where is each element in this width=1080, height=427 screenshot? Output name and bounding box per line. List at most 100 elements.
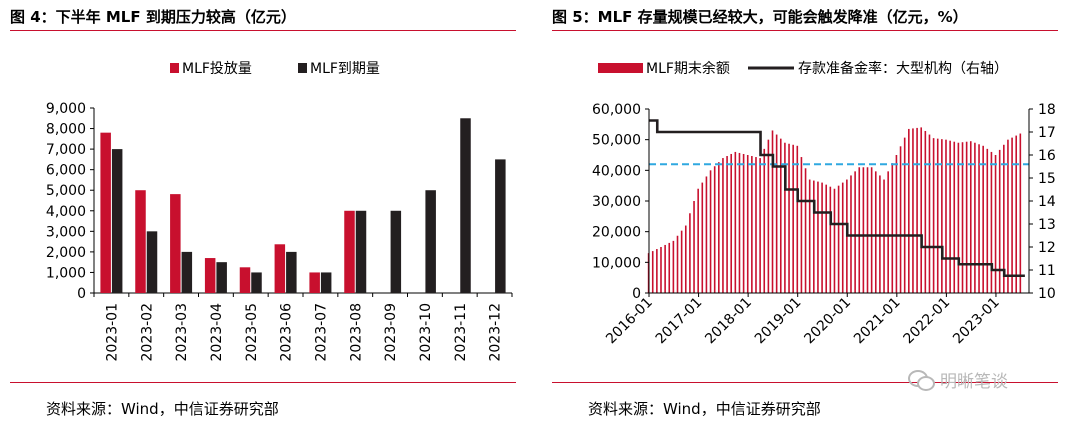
bar-mlf-maturity — [286, 251, 297, 293]
bar-mlf-balance — [651, 251, 654, 293]
bar-mlf-balance — [755, 157, 757, 293]
bar-mlf-balance — [746, 155, 749, 293]
bar-mlf-balance — [684, 225, 687, 293]
bar-mlf-balance — [924, 130, 927, 293]
x-tick-label: 2023-01 — [950, 295, 1003, 348]
x-tick-label: 2016-01 — [603, 295, 656, 348]
bar-mlf-balance — [722, 158, 724, 293]
bar-mlf-balance — [792, 144, 794, 293]
left-y-tick-label: 50,000 — [592, 133, 641, 149]
y-tick-label: 5,000 — [46, 183, 86, 199]
bar-mlf-balance — [978, 144, 980, 293]
mlf-balance-rrr-chart: MLF期末余额 存款准备金率：大型机构（右轴） 0 10,000 20,000 30,00… — [592, 60, 1056, 348]
bar-mlf-balance — [763, 148, 766, 293]
bar-mlf-balance — [862, 167, 865, 293]
x-tick-label: 2023-05 — [244, 303, 260, 362]
left-y-tick-label: 20,000 — [592, 225, 641, 241]
bar-mlf-maturity — [251, 272, 262, 293]
left-y-tick-label: 0 — [632, 286, 641, 302]
bar-mlf-balance — [680, 230, 683, 293]
bar-mlf-balance — [1003, 144, 1005, 293]
bar-mlf-issuance — [239, 267, 251, 293]
bar-mlf-balance — [899, 146, 902, 293]
bar-mlf-balance — [833, 188, 836, 293]
x-tick-label: 2023-02 — [139, 303, 155, 362]
bar-mlf-balance — [676, 235, 679, 293]
bar-mlf-balance — [668, 242, 671, 293]
bar-mlf-issuance — [135, 190, 146, 293]
legend-label-1: MLF投放量 — [182, 61, 252, 77]
bar-mlf-issuance — [100, 132, 111, 293]
left-chart-title: 图 4：下半年 MLF 到期压力较高（亿元） — [10, 8, 296, 26]
bar-mlf-balance — [854, 171, 856, 293]
right-y-tick-label: 18 — [1038, 102, 1056, 118]
x-tick-label: 2023-11 — [453, 303, 469, 362]
bar-mlf-balance — [908, 128, 910, 293]
x-tick-label: 2023-06 — [279, 303, 295, 362]
bar-mlf-balance — [957, 142, 960, 293]
x-tick-label: 2023-03 — [174, 303, 190, 362]
right-y-tick-label: 17 — [1038, 125, 1056, 141]
x-tick-label: 2022-01 — [901, 295, 954, 348]
right-y-tick-label: 14 — [1038, 194, 1056, 210]
x-tick-label: 2023-01 — [104, 303, 120, 362]
bar-mlf-balance — [813, 180, 815, 293]
bar-mlf-balance — [866, 167, 869, 293]
bar-mlf-balance — [841, 182, 844, 293]
bar-mlf-balance — [895, 155, 898, 293]
bar-mlf-balance — [870, 167, 873, 293]
left-source-note: 资料来源：Wind，中信证券研究部 — [46, 400, 279, 418]
bar-mlf-balance — [1007, 139, 1009, 293]
right-y-tick-label: 11 — [1038, 263, 1056, 279]
legend-swatch-1 — [170, 63, 179, 73]
x-tick-label: 2023-07 — [313, 303, 329, 362]
bar-mlf-balance — [817, 181, 819, 293]
left-y-tick-label: 30,000 — [592, 194, 641, 210]
bar-mlf-balance — [701, 182, 704, 293]
bar-mlf-maturity — [425, 190, 436, 293]
x-tick-label: 2021-01 — [851, 295, 904, 348]
bar-mlf-balance — [932, 138, 935, 293]
bar-mlf-balance — [874, 171, 877, 293]
right-y-tick-label: 10 — [1038, 286, 1056, 302]
bar-mlf-balance — [961, 142, 964, 293]
bar-mlf-balance — [718, 162, 720, 293]
bar-mlf-balance — [903, 137, 906, 293]
bar-mlf-balance — [771, 130, 774, 293]
bar-mlf-balance — [775, 134, 778, 293]
left-chart-panel: 图 4：下半年 MLF 到期压力较高（亿元） MLF投放量 MLF到期量 0 1,00… — [10, 0, 530, 427]
bar-mlf-balance — [738, 152, 741, 293]
bar-mlf-balance — [796, 145, 799, 293]
bar-mlf-balance — [664, 244, 666, 293]
bar-mlf-balance — [784, 142, 786, 293]
bar-mlf-balance — [891, 163, 894, 293]
bar-mlf-balance — [726, 156, 728, 293]
bar-mlf-balance — [990, 151, 993, 293]
bar-mlf-balance — [916, 127, 918, 294]
bar-mlf-balance — [974, 142, 976, 293]
legend-label-bar: MLF期末余额 — [646, 60, 730, 77]
right-y-tick-label: 16 — [1038, 148, 1056, 164]
y-tick-label: 3,000 — [46, 224, 86, 240]
bar-mlf-issuance — [344, 210, 355, 293]
right-y-tick-label: 13 — [1038, 217, 1056, 233]
bar-mlf-balance — [941, 139, 943, 293]
bar-mlf-balance — [986, 148, 989, 293]
left-top-rule — [10, 30, 516, 31]
bar-mlf-balance — [759, 158, 761, 293]
x-tick-label: 2023-08 — [348, 303, 364, 362]
legend-label-line: 存款准备金率：大型机构（右轴） — [798, 60, 1008, 77]
y-tick-label: 8,000 — [46, 122, 86, 138]
bar-mlf-balance — [837, 185, 840, 293]
bar-mlf-balance — [672, 240, 675, 293]
mlf-bar-chart: MLF投放量 MLF到期量 0 1,000 2,000 3,000 4,000 5,000 6,… — [46, 61, 513, 362]
bar-mlf-balance — [660, 247, 662, 293]
bar-mlf-balance — [998, 149, 1001, 293]
bar-mlf-balance — [858, 167, 861, 293]
bar-mlf-balance — [808, 179, 811, 293]
bar-mlf-balance — [713, 166, 716, 293]
bar-mlf-balance — [821, 182, 823, 293]
x-tick-label: 2018-01 — [702, 295, 755, 348]
bar-mlf-maturity — [355, 210, 367, 293]
x-tick-label: 2023-04 — [209, 303, 225, 362]
